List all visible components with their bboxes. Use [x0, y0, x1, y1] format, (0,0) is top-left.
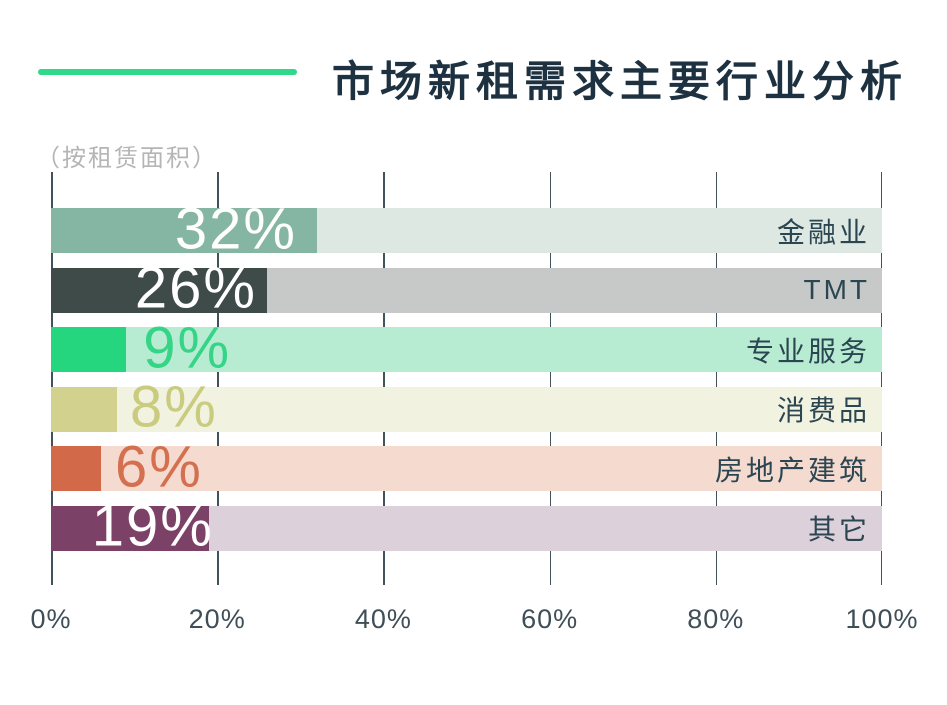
- chart-row: 26% TMT: [51, 259, 882, 317]
- gridline-40: [383, 172, 385, 585]
- x-axis: 0% 20% 40% 60% 80% 100%: [30, 604, 917, 638]
- bar-category-label: 其它: [807, 514, 870, 545]
- x-tick-label: 0%: [30, 604, 72, 634]
- x-tick-label: 100%: [845, 604, 919, 634]
- x-tick-label: 60%: [521, 604, 579, 634]
- chart-row: 8% 消费品: [51, 378, 882, 436]
- page-title: 市场新租需求主要行业分析: [332, 58, 909, 105]
- bar-fill: [51, 505, 209, 551]
- bar-fill: [51, 446, 101, 491]
- bar-track: [51, 327, 882, 372]
- chart-rows: 32% 金融业 26% TMT 9% 专业服务 8% 消费品 6% 房地产建筑 …: [51, 172, 882, 585]
- bar-category-label: 金融业: [776, 216, 870, 248]
- chart-row: 19% 其它: [51, 497, 882, 555]
- bar-value-label: 8%: [129, 374, 218, 440]
- bar-value-label: 32%: [174, 195, 297, 261]
- title-accent-line: [38, 69, 297, 75]
- bar-track: [51, 446, 882, 491]
- gridline-100: [880, 172, 882, 585]
- bar-category-label: 消费品: [776, 395, 870, 426]
- chart-row: 9% 专业服务: [51, 318, 882, 376]
- bar-chart: 32% 金融业 26% TMT 9% 专业服务 8% 消费品 6% 房地产建筑 …: [51, 172, 882, 585]
- gridline-0: [51, 172, 53, 585]
- x-tick-label: 40%: [354, 604, 412, 634]
- bar-category-label: 专业服务: [745, 335, 870, 367]
- x-tick-label: 20%: [188, 604, 246, 634]
- gridline-60: [549, 172, 552, 585]
- bar-fill: [51, 327, 126, 372]
- bar-value-label: 9%: [143, 314, 232, 380]
- gridline-20: [217, 172, 219, 585]
- bar-fill: [51, 386, 118, 432]
- x-tick-label: 80%: [687, 604, 745, 634]
- bar-value-label: 6%: [114, 433, 203, 499]
- chart-row: 32% 金融业: [51, 199, 882, 257]
- bar-value-label: 26%: [134, 255, 258, 321]
- bar-track: [51, 386, 882, 432]
- bar-fill: [51, 267, 268, 313]
- bar-category-label: TMT: [803, 274, 870, 305]
- bar-category-label: 房地产建筑: [714, 454, 870, 486]
- chart-row: 6% 房地产建筑: [51, 437, 882, 495]
- gridline-80: [715, 172, 718, 585]
- chart-subtitle: （按租赁面积）: [36, 145, 218, 172]
- bar-value-label: 19%: [91, 493, 214, 559]
- bar-fill: [51, 208, 317, 253]
